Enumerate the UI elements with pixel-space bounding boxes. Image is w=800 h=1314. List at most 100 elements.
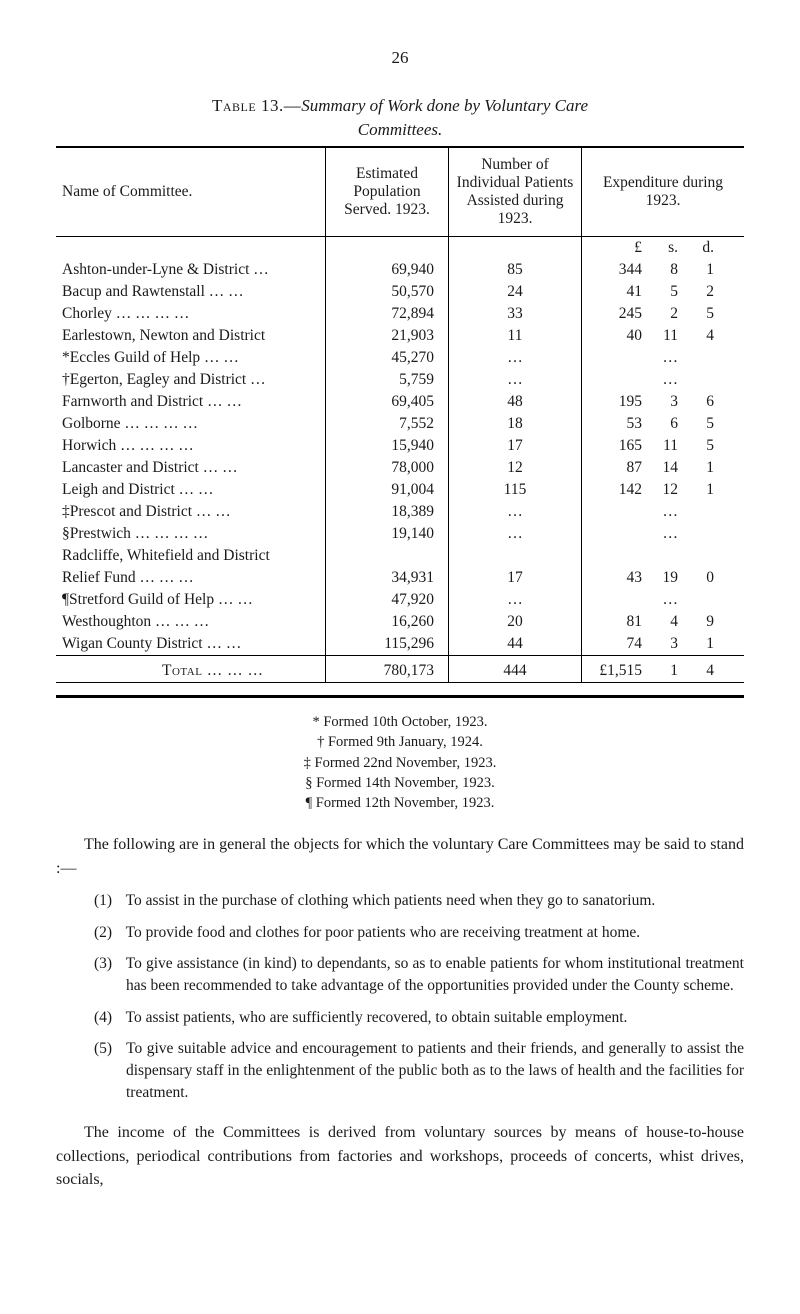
cell-expenditure: 165115 xyxy=(582,435,745,457)
cell-name: Bacup and Rawtenstall … … xyxy=(56,281,326,303)
cell-expenditure: 24525 xyxy=(582,303,745,325)
cell-name: Earlestown, Newton and District xyxy=(56,325,326,347)
cell-patients: 12 xyxy=(449,457,582,479)
list-item-number: (1) xyxy=(94,890,122,912)
exp-shillings: 4 xyxy=(646,613,682,631)
cell-patients: 18 xyxy=(449,413,582,435)
exp-shillings: 19 xyxy=(646,569,682,587)
table-total-row: Total … … …780,173444£1,51514 xyxy=(56,656,744,683)
exp-pounds: 344 xyxy=(588,261,646,279)
cell-population: 69,940 xyxy=(326,259,449,281)
cell-patients: 11 xyxy=(449,325,582,347)
list-item-text: To assist patients, who are sufficiently… xyxy=(126,1009,628,1026)
list-item-text: To assist in the purchase of clothing wh… xyxy=(126,892,656,909)
table-row: ‡Prescot and District … …18,389…… xyxy=(56,501,744,523)
cell-patients: 17 xyxy=(449,435,582,457)
cell-patients: … xyxy=(449,523,582,545)
exp-shillings: 3 xyxy=(646,393,682,411)
table-row: Leigh and District … …91,004115142121 xyxy=(56,479,744,501)
list-item-number: (3) xyxy=(94,953,122,975)
exp-pence: 0 xyxy=(682,569,720,587)
exp-shillings: 2 xyxy=(646,305,682,323)
cell-patients xyxy=(449,545,582,567)
cell-patients: 17 xyxy=(449,567,582,589)
cell-population xyxy=(326,545,449,567)
footnote: † Formed 9th January, 1924. xyxy=(56,732,744,752)
cell-expenditure: £1,51514 xyxy=(582,656,745,683)
exp-shillings: … xyxy=(646,371,682,389)
exp-pence xyxy=(682,503,720,521)
cell-patients: … xyxy=(449,589,582,611)
table-row: Golborne … … … …7,552185365 xyxy=(56,413,744,435)
header-patients: Number of Individual Patients Assisted d… xyxy=(449,147,582,237)
exp-shillings: … xyxy=(646,503,682,521)
cell-population: 91,004 xyxy=(326,479,449,501)
cell-population: 69,405 xyxy=(326,391,449,413)
cell-population: 47,920 xyxy=(326,589,449,611)
cell-population: 78,000 xyxy=(326,457,449,479)
cell-name: §Prestwich … … … … xyxy=(56,523,326,545)
cell-population: 18,389 xyxy=(326,501,449,523)
cell-name: Chorley … … … … xyxy=(56,303,326,325)
exp-shillings: 12 xyxy=(646,481,682,499)
cell-expenditure: 87141 xyxy=(582,457,745,479)
exp-pence: 5 xyxy=(682,305,720,323)
exp-pounds: £ xyxy=(588,239,646,257)
cell-patients: … xyxy=(449,369,582,391)
table-row: Horwich … … … …15,94017165115 xyxy=(56,435,744,457)
exp-shillings: 3 xyxy=(646,635,682,653)
exp-pounds: 87 xyxy=(588,459,646,477)
exp-pence: 9 xyxy=(682,613,720,631)
cell-population: 72,894 xyxy=(326,303,449,325)
cell-expenditure: 40114 xyxy=(582,325,745,347)
exp-shillings: … xyxy=(646,349,682,367)
exp-pounds: 40 xyxy=(588,327,646,345)
cell-name: Golborne … … … … xyxy=(56,413,326,435)
cell-patients: 48 xyxy=(449,391,582,413)
exp-shillings: 6 xyxy=(646,415,682,433)
header-name: Name of Committee. xyxy=(56,147,326,237)
cell-patients: 44 xyxy=(449,633,582,656)
cell-expenditure: 5365 xyxy=(582,413,745,435)
cell-expenditure: 8149 xyxy=(582,611,745,633)
exp-pence xyxy=(682,525,720,543)
exp-pence xyxy=(682,349,720,367)
exp-pounds: 195 xyxy=(588,393,646,411)
exp-pounds: 245 xyxy=(588,305,646,323)
exp-pence: 4 xyxy=(682,662,720,680)
table-row: Chorley … … … …72,8943324525 xyxy=(56,303,744,325)
cell-population: 21,903 xyxy=(326,325,449,347)
exp-pence: 4 xyxy=(682,327,720,345)
cell-name: Horwich … … … … xyxy=(56,435,326,457)
cell-expenditure xyxy=(582,545,745,567)
cell-patients: 85 xyxy=(449,259,582,281)
exp-pounds: 53 xyxy=(588,415,646,433)
cell-expenditure: … xyxy=(582,523,745,545)
cell-name: Wigan County District … … xyxy=(56,633,326,656)
exp-pounds: 43 xyxy=(588,569,646,587)
cell-expenditure: 34481 xyxy=(582,259,745,281)
exp-subheader-row: £s.d. xyxy=(56,237,744,260)
cell-name: Farnworth and District … … xyxy=(56,391,326,413)
cell-population: 34,931 xyxy=(326,567,449,589)
cell-expenditure: 142121 xyxy=(582,479,745,501)
cell-population: 19,140 xyxy=(326,523,449,545)
exp-shillings: 11 xyxy=(646,327,682,345)
table-row: Farnworth and District … …69,4054819536 xyxy=(56,391,744,413)
page-number: 26 xyxy=(56,48,744,68)
footnote: ¶ Formed 12th November, 1923. xyxy=(56,793,744,813)
list-item-text: To give suitable advice and encouragemen… xyxy=(126,1040,744,1100)
table-row: ¶Stretford Guild of Help … …47,920…… xyxy=(56,589,744,611)
cell-expenditure: … xyxy=(582,589,745,611)
table-row: †Egerton, Eagley and District …5,759…… xyxy=(56,369,744,391)
exp-pounds xyxy=(588,591,646,609)
table-caption-line2: Committees. xyxy=(56,120,744,140)
list-item: (4) To assist patients, who are sufficie… xyxy=(56,1007,744,1029)
exp-shillings: 5 xyxy=(646,283,682,301)
caption-italic: Summary of Work done by Voluntary Care xyxy=(301,96,588,115)
exp-pounds: £1,515 xyxy=(588,662,646,680)
cell-population: 45,270 xyxy=(326,347,449,369)
cell-patients: … xyxy=(449,347,582,369)
cell-population: 15,940 xyxy=(326,435,449,457)
cell-expenditure: 4152 xyxy=(582,281,745,303)
